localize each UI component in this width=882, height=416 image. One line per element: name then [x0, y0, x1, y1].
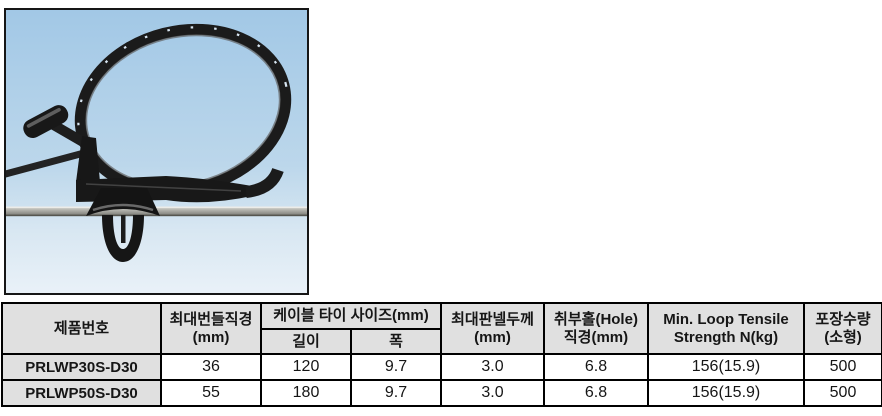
tie-tail-tip [23, 105, 69, 139]
cell-part-no: PRLWP30S-D30 [1, 353, 162, 381]
header-line: 최대판넬두께 [451, 310, 534, 328]
header-line: 취부홀(Hole) [554, 310, 638, 328]
header-line: (mm) [192, 328, 230, 346]
cell-package-qty: 500 [803, 379, 882, 407]
col-header-package-qty: 포장수량 (소형) [803, 302, 882, 355]
header-line: (mm) [474, 328, 511, 346]
header-line: 직경(mm) [563, 328, 629, 346]
col-header-max-panel-thickness: 최대판넬두께 (mm) [440, 302, 545, 355]
cell-tie-length: 120 [260, 353, 352, 381]
col-header-max-bundle-dia: 최대번들직경 (mm) [160, 302, 262, 355]
header-line: (소형) [824, 328, 862, 346]
cable-tie-tail [6, 105, 93, 178]
cell-max-panel-thickness: 3.0 [440, 379, 545, 407]
cell-package-qty: 500 [803, 353, 882, 381]
cell-hole-diameter: 6.8 [543, 379, 649, 407]
header-line: Min. Loop Tensile [663, 310, 789, 328]
cell-loop-tensile-strength: 156(15.9) [647, 353, 805, 381]
product-photo-drawing [6, 10, 307, 293]
mount-cap [86, 188, 160, 216]
col-header-tie-width: 폭 [350, 328, 442, 355]
col-header-tie-length: 길이 [260, 328, 352, 355]
col-header-loop-tensile-strength: Min. Loop Tensile Strength N(kg) [647, 302, 805, 355]
cell-max-bundle-dia: 55 [160, 379, 262, 407]
cell-tie-length: 180 [260, 379, 352, 407]
header-line: 최대번들직경 [169, 310, 253, 328]
cell-loop-tensile-strength: 156(15.9) [647, 379, 805, 407]
cell-hole-diameter: 6.8 [543, 353, 649, 381]
cell-max-bundle-dia: 36 [160, 353, 262, 381]
cell-part-no: PRLWP50S-D30 [1, 379, 162, 407]
table-row: PRLWP50S-D30 55 180 9.7 3.0 6.8 156(15.9… [1, 379, 882, 407]
header-line: 포장수량 [815, 310, 871, 328]
col-header-product-no: 제품번호 [1, 302, 162, 355]
spec-table: 제품번호 최대번들직경 (mm) 케이블 타이 사이즈(mm) 최대판넬두께 (… [1, 302, 882, 407]
product-photo [4, 8, 309, 295]
table-row: PRLWP30S-D30 36 120 9.7 3.0 6.8 156(15.9… [1, 353, 882, 381]
col-header-tie-size: 케이블 타이 사이즈(mm) [260, 302, 442, 330]
cell-max-panel-thickness: 3.0 [440, 353, 545, 381]
tie-serrations [77, 26, 289, 152]
push-mount-pin [102, 215, 144, 262]
col-header-hole-diameter: 취부홀(Hole) 직경(mm) [543, 302, 649, 355]
cell-tie-width: 9.7 [350, 379, 442, 407]
header-line: Strength N(kg) [673, 328, 779, 346]
cell-tie-width: 9.7 [350, 353, 442, 381]
